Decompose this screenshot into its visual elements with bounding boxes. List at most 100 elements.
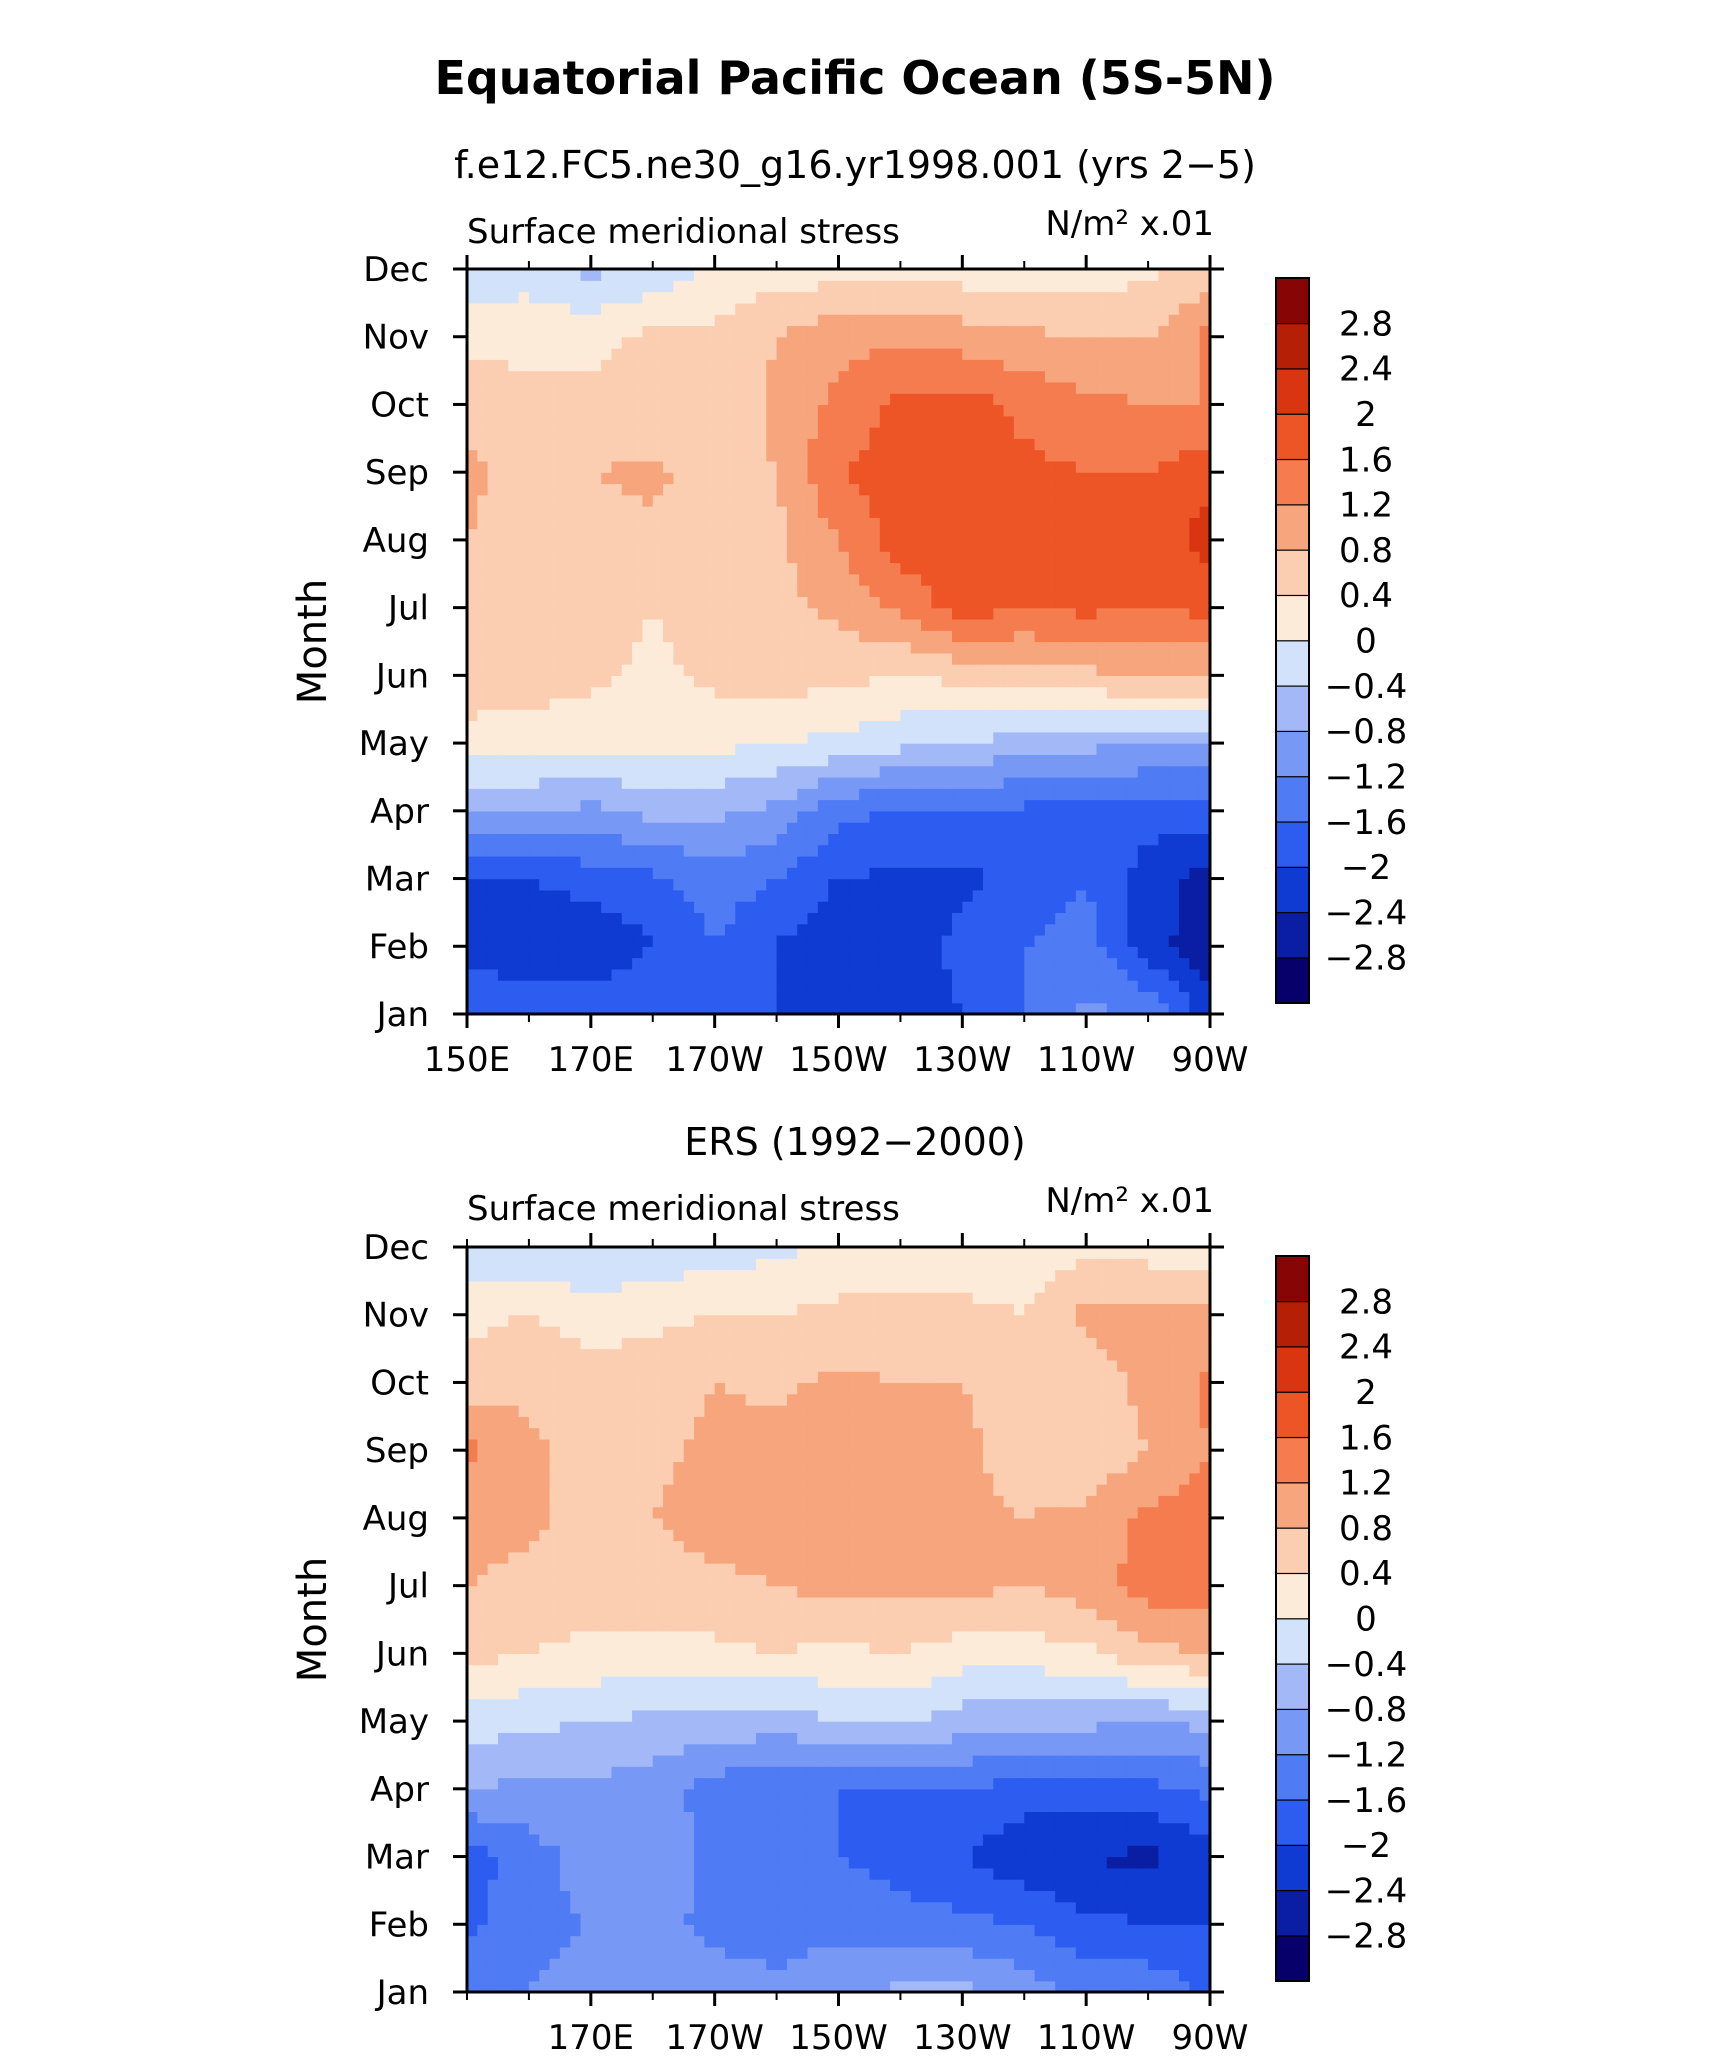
heatmap-cell — [807, 709, 819, 722]
heatmap-cell — [962, 664, 974, 676]
heatmap-cell — [487, 855, 499, 868]
heatmap-cell — [1065, 799, 1077, 812]
heatmap-cell — [838, 675, 850, 688]
heatmap-cell — [559, 427, 571, 439]
heatmap-cell — [1013, 1002, 1025, 1015]
heatmap-cell — [497, 822, 509, 834]
heatmap-cell — [1179, 799, 1190, 812]
heatmap-cell — [518, 460, 530, 473]
heatmap-cell — [704, 585, 716, 597]
heatmap-cell — [1117, 325, 1129, 338]
heatmap-cell — [714, 743, 726, 755]
heatmap-cell — [1117, 776, 1129, 789]
heatmap-cell — [786, 754, 798, 767]
heatmap-cell — [549, 460, 561, 473]
heatmap-cell — [1168, 743, 1180, 755]
heatmap-cell — [601, 302, 613, 315]
heatmap-cell — [869, 291, 881, 304]
heatmap-cell — [467, 291, 478, 304]
heatmap-cell — [766, 867, 778, 880]
heatmap-cell — [1117, 844, 1129, 857]
heatmap-cell — [797, 855, 809, 868]
heatmap-cell — [1148, 494, 1159, 507]
heatmap-cell — [817, 562, 829, 575]
heatmap-cell — [745, 325, 757, 338]
heatmap-cell — [611, 336, 623, 349]
heatmap-cell — [1075, 438, 1087, 451]
heatmap-cell — [828, 449, 840, 462]
heatmap-cell — [952, 889, 963, 902]
heatmap-cell — [1137, 652, 1149, 665]
heatmap-cell — [1075, 427, 1087, 439]
heatmap-cell — [704, 280, 716, 293]
heatmap-cell — [1106, 641, 1118, 654]
heatmap-cell — [1168, 878, 1180, 891]
heatmap-cell — [869, 686, 881, 699]
heatmap-cell — [910, 269, 922, 281]
heatmap-cell — [921, 607, 932, 620]
heatmap-cell — [900, 709, 912, 722]
heatmap-cell — [735, 946, 747, 959]
heatmap-cell — [890, 1002, 902, 1015]
heatmap-cell — [1044, 652, 1056, 665]
heatmap-cell — [632, 878, 644, 891]
heatmap-cell — [786, 912, 798, 925]
heatmap-cell — [570, 449, 582, 462]
heatmap-cell — [1044, 415, 1056, 428]
heatmap-cell — [859, 393, 871, 406]
heatmap-cell — [714, 449, 726, 462]
heatmap-cell — [1034, 325, 1046, 338]
colorbar-box — [1275, 821, 1310, 868]
heatmap-cell — [817, 833, 829, 846]
heatmap-cell — [1013, 878, 1025, 891]
heatmap-cell — [1168, 923, 1180, 936]
heatmap-cell — [1013, 573, 1025, 586]
heatmap-cell — [745, 957, 757, 970]
heatmap-cell — [1168, 596, 1180, 609]
heatmap-cell — [1179, 630, 1190, 643]
heatmap-cell — [683, 596, 695, 609]
heatmap-cell — [652, 585, 664, 597]
heatmap-cell — [817, 788, 829, 801]
heatmap-cell — [632, 697, 644, 710]
heatmap-cell — [714, 314, 726, 327]
heatmap-cell — [786, 381, 798, 394]
heatmap-cell — [1148, 901, 1159, 914]
heatmap-cell — [879, 720, 891, 733]
heatmap-cell — [642, 404, 654, 417]
heatmap-cell — [1127, 562, 1139, 575]
heatmap-cell — [890, 844, 902, 857]
heatmap-cell — [497, 291, 509, 304]
heatmap-cell — [663, 878, 674, 891]
heatmap-cell — [724, 472, 736, 485]
heatmap-cell — [1055, 833, 1067, 846]
heatmap-cell — [487, 506, 499, 518]
heatmap-cell — [797, 517, 809, 530]
heatmap-cell — [735, 381, 747, 394]
heatmap-cell — [1179, 427, 1190, 439]
heatmap-cell — [539, 596, 551, 609]
heatmap-cell — [1158, 483, 1170, 496]
heatmap-cell — [704, 844, 716, 857]
heatmap-cell — [962, 404, 974, 417]
heatmap-cell — [838, 551, 850, 564]
heatmap-cell — [931, 460, 943, 473]
heatmap-cell — [714, 302, 726, 315]
heatmap-cell — [921, 822, 932, 834]
heatmap-cell — [1148, 551, 1159, 564]
heatmap-cell — [776, 731, 788, 744]
heatmap-cell — [786, 934, 798, 947]
heatmap-cell — [982, 449, 994, 462]
heatmap-cell — [828, 980, 840, 993]
heatmap-cell — [611, 427, 623, 439]
heatmap-cell — [487, 844, 499, 857]
heatmap-cell — [848, 483, 860, 496]
heatmap-cell — [910, 359, 922, 372]
heatmap-cell — [952, 336, 963, 349]
heatmap-cell — [910, 506, 922, 518]
heatmap-cell — [590, 709, 602, 722]
heatmap-cell — [1034, 844, 1046, 857]
heatmap-cell — [869, 912, 881, 925]
heatmap-cell — [879, 991, 891, 1004]
heatmap-cell — [972, 359, 984, 372]
